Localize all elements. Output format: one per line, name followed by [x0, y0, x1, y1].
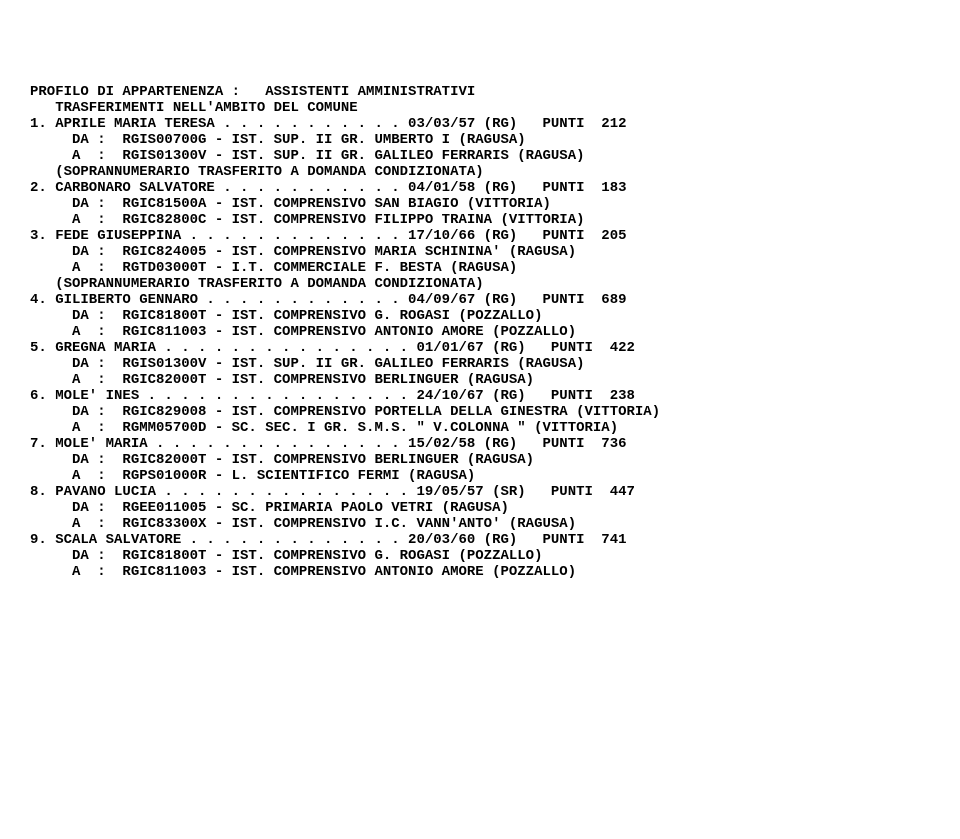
entry-a: A : RGPS01000R - L. SCIENTIFICO FERMI (R…	[30, 468, 930, 484]
entry-da: DA : RGIC824005 - IST. COMPRENSIVO MARIA…	[30, 244, 930, 260]
entry-header: 7. MOLE' MARIA . . . . . . . . . . . . .…	[30, 436, 930, 452]
entry-note: (SOPRANNUMERARIO TRASFERITO A DOMANDA CO…	[30, 164, 930, 180]
entry-header: 1. APRILE MARIA TERESA . . . . . . . . .…	[30, 116, 930, 132]
section-title: TRASFERIMENTI NELL'AMBITO DEL COMUNE	[30, 100, 930, 116]
entry-da: DA : RGEE011005 - SC. PRIMARIA PAOLO VET…	[30, 500, 930, 516]
entry-a: A : RGIC82800C - IST. COMPRENSIVO FILIPP…	[30, 212, 930, 228]
entry-da: DA : RGIC81500A - IST. COMPRENSIVO SAN B…	[30, 196, 930, 212]
entry-da: DA : RGIS00700G - IST. SUP. II GR. UMBER…	[30, 132, 930, 148]
entry-a: A : RGIC811003 - IST. COMPRENSIVO ANTONI…	[30, 564, 930, 580]
entry-da: DA : RGIC82000T - IST. COMPRENSIVO BERLI…	[30, 452, 930, 468]
entry-a: A : RGIS01300V - IST. SUP. II GR. GALILE…	[30, 148, 930, 164]
entry-header: 9. SCALA SALVATORE . . . . . . . . . . .…	[30, 532, 930, 548]
entry-header: 8. PAVANO LUCIA . . . . . . . . . . . . …	[30, 484, 930, 500]
entry-da: DA : RGIC81800T - IST. COMPRENSIVO G. RO…	[30, 548, 930, 564]
entry-a: A : RGMM05700D - SC. SEC. I GR. S.M.S. "…	[30, 420, 930, 436]
entry-note: (SOPRANNUMERARIO TRASFERITO A DOMANDA CO…	[30, 276, 930, 292]
entry-a: A : RGIC82000T - IST. COMPRENSIVO BERLIN…	[30, 372, 930, 388]
entry-header: 5. GREGNA MARIA . . . . . . . . . . . . …	[30, 340, 930, 356]
document-root: PROFILO DI APPARTENENZA : ASSISTENTI AMM…	[30, 84, 930, 580]
entry-da: DA : RGIS01300V - IST. SUP. II GR. GALIL…	[30, 356, 930, 372]
entry-header: 4. GILIBERTO GENNARO . . . . . . . . . .…	[30, 292, 930, 308]
entry-da: DA : RGIC829008 - IST. COMPRENSIVO PORTE…	[30, 404, 930, 420]
entry-a: A : RGIC811003 - IST. COMPRENSIVO ANTONI…	[30, 324, 930, 340]
entry-a: A : RGTD03000T - I.T. COMMERCIALE F. BES…	[30, 260, 930, 276]
entry-da: DA : RGIC81800T - IST. COMPRENSIVO G. RO…	[30, 308, 930, 324]
profile-header: PROFILO DI APPARTENENZA : ASSISTENTI AMM…	[30, 84, 930, 100]
entry-header: 3. FEDE GIUSEPPINA . . . . . . . . . . .…	[30, 228, 930, 244]
entry-header: 6. MOLE' INES . . . . . . . . . . . . . …	[30, 388, 930, 404]
entry-header: 2. CARBONARO SALVATORE . . . . . . . . .…	[30, 180, 930, 196]
entry-a: A : RGIC83300X - IST. COMPRENSIVO I.C. V…	[30, 516, 930, 532]
